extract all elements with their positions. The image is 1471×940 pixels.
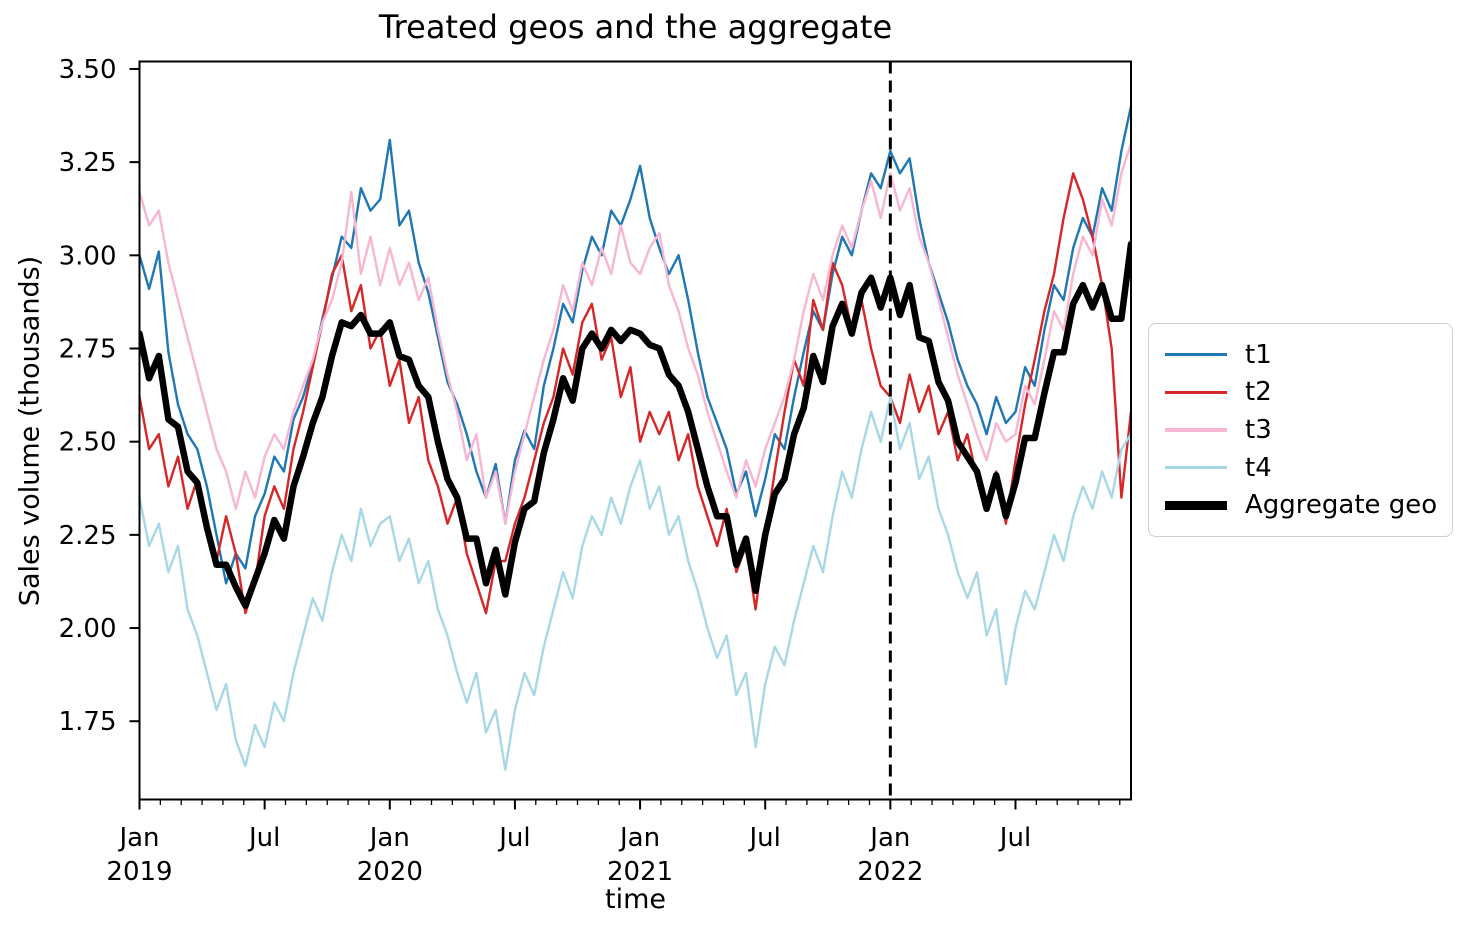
legend-swatch-t4 (1165, 465, 1227, 470)
x-tick-label-year: 2019 (106, 857, 172, 887)
legend-swatch-t2 (1165, 390, 1227, 395)
x-tick-label-month: Jul (748, 823, 781, 853)
x-tick-label-month: Jan (117, 823, 159, 853)
series-line-aggregate-geo (139, 240, 1131, 609)
y-tick-label: 3.25 (59, 148, 117, 178)
series-line-t2 (139, 172, 1131, 615)
y-tick-label: 2.50 (59, 428, 117, 458)
legend-label-aggregate-geo: Aggregate geo (1245, 490, 1438, 521)
legend-swatch-t3 (1165, 428, 1227, 432)
plot-border (138, 60, 1132, 801)
chart-title: Treated geos and the aggregate (378, 8, 893, 46)
series-line-t4 (139, 395, 1131, 771)
y-tick-label: 2.00 (59, 614, 117, 644)
y-tick-label: 2.75 (59, 335, 117, 365)
y-tick-label: 3.00 (59, 241, 117, 271)
series-line-t1 (139, 104, 1131, 585)
x-tick-label-month: Jan (368, 823, 410, 853)
x-tick-label-month: Jul (247, 823, 280, 853)
x-tick-label-month: Jul (998, 823, 1031, 853)
legend-item-t2: t2 (1165, 379, 1442, 405)
legend-item-t1: t1 (1165, 342, 1442, 368)
x-tick-label-month: Jul (497, 823, 530, 853)
legend-item-t4: t4 (1165, 455, 1442, 481)
x-tick-label-month: Jan (868, 823, 910, 853)
x-tick-label-month: Jan (618, 823, 660, 853)
y-tick-label: 2.25 (59, 521, 117, 551)
x-tick-label-year: 2020 (357, 857, 423, 887)
legend-box: t1 t2 t3 t4 Aggregate geo (1148, 323, 1453, 537)
x-tick-label-year: 2021 (607, 857, 673, 887)
series-line-t3 (139, 142, 1131, 525)
x-tick-label-year: 2022 (857, 857, 923, 887)
legend-item-aggregate-geo: Aggregate geo (1165, 492, 1442, 518)
legend-item-t3: t3 (1165, 417, 1442, 443)
legend-label-t2: t2 (1245, 377, 1272, 408)
y-tick-label: 1.75 (59, 707, 117, 737)
y-tick-label: 3.50 (59, 55, 117, 85)
legend-swatch-aggregate-geo (1165, 500, 1227, 510)
x-axis-label: time (604, 884, 666, 915)
legend-label-t3: t3 (1245, 414, 1272, 445)
legend-swatch-t1 (1165, 352, 1227, 357)
legend-label-t1: t1 (1245, 339, 1272, 370)
legend-label-t4: t4 (1245, 452, 1272, 483)
